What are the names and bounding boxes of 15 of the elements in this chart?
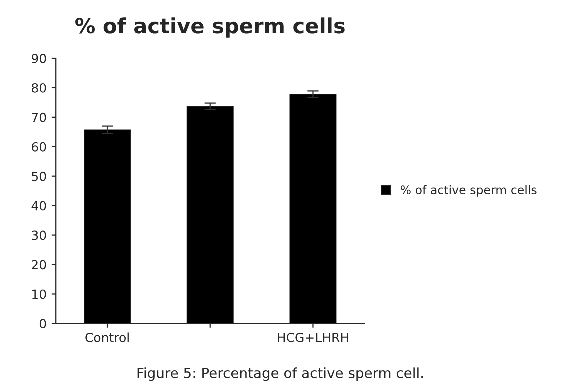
x-tick-label: HCG+LHRH bbox=[278, 332, 348, 342]
y-tick-label: 50 bbox=[32, 172, 46, 182]
y-tick-label: 0 bbox=[40, 319, 46, 329]
y-tick-label: 60 bbox=[32, 142, 46, 152]
y-tick-label: 80 bbox=[32, 83, 46, 93]
y-tick-label: 70 bbox=[32, 112, 46, 122]
y-tick-label: 40 bbox=[32, 201, 46, 211]
y-tick-label: 30 bbox=[32, 230, 46, 240]
y-tick-label: 10 bbox=[32, 290, 46, 300]
caption: Figure 5: Percentage of active sperm cell. bbox=[138, 368, 424, 382]
y-tick-label: 90 bbox=[32, 54, 46, 64]
chart-title: % of active sperm cells bbox=[76, 18, 345, 38]
y-tick-label: 20 bbox=[32, 260, 46, 270]
x-tick-label: Control bbox=[86, 332, 129, 342]
legend-label: % of active sperm cells bbox=[400, 185, 537, 197]
